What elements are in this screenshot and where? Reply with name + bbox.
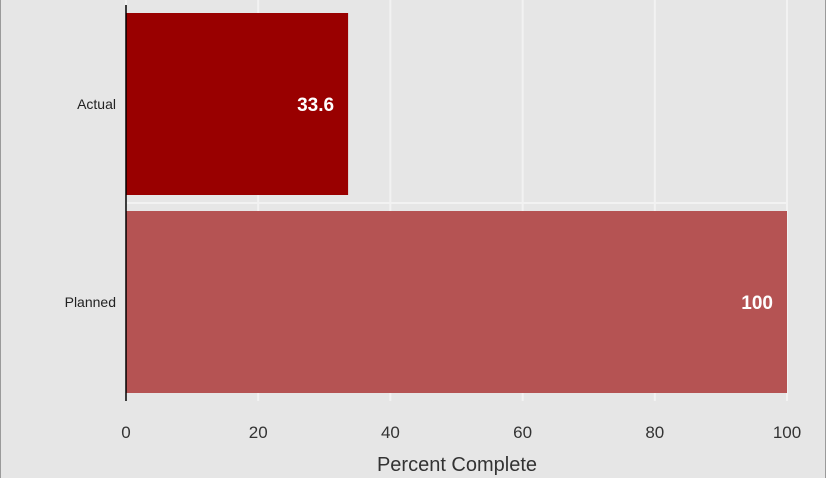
x-tick-label-1: 20 bbox=[249, 423, 268, 442]
category-label-actual: Actual bbox=[77, 96, 116, 112]
x-tick-label-5: 100 bbox=[773, 423, 801, 442]
bar-actual bbox=[126, 13, 349, 195]
x-tick-label-0: 0 bbox=[121, 423, 130, 442]
x-tick-label-4: 80 bbox=[645, 423, 664, 442]
data-label-actual: 33.6 bbox=[297, 95, 334, 116]
category-labels: Actual Planned bbox=[65, 96, 116, 310]
bar-planned bbox=[126, 211, 787, 393]
x-axis-title: Percent Complete bbox=[377, 454, 537, 476]
x-tick-label-2: 40 bbox=[381, 423, 400, 442]
x-tick-label-3: 60 bbox=[513, 423, 532, 442]
bars: 33.6 100 bbox=[126, 13, 787, 393]
category-label-planned: Planned bbox=[65, 294, 116, 310]
data-label-planned: 100 bbox=[741, 293, 773, 314]
x-tick-labels: 0 20 40 60 80 100 bbox=[121, 423, 801, 442]
